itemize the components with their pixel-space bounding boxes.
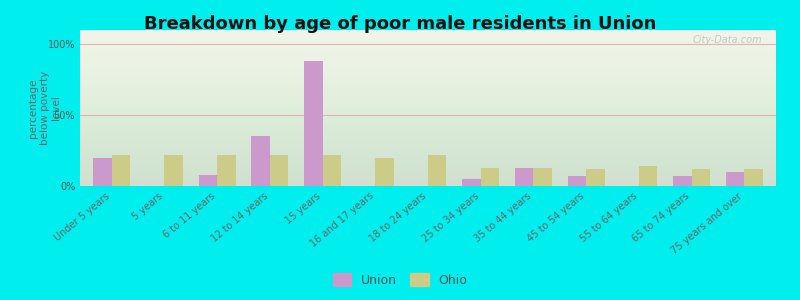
Bar [270, 155, 288, 186]
Bar [112, 155, 130, 186]
Bar [568, 176, 586, 186]
Bar [251, 136, 270, 186]
Bar [534, 168, 552, 186]
Bar [322, 155, 341, 186]
Bar [304, 61, 322, 186]
Legend: Union, Ohio: Union, Ohio [329, 270, 471, 291]
Bar [639, 166, 658, 186]
Bar [515, 168, 534, 186]
Text: Breakdown by age of poor male residents in Union: Breakdown by age of poor male residents … [144, 15, 656, 33]
Bar [481, 168, 499, 186]
Text: City-Data.com: City-Data.com [693, 35, 762, 45]
Bar [93, 158, 112, 186]
Bar [462, 179, 481, 186]
Bar [744, 169, 763, 186]
Y-axis label: percentage
below poverty
level: percentage below poverty level [28, 71, 62, 145]
Bar [375, 158, 394, 186]
Bar [164, 155, 183, 186]
Bar [198, 175, 217, 186]
Bar [217, 155, 235, 186]
Bar [726, 172, 744, 186]
Bar [673, 176, 692, 186]
Bar [692, 169, 710, 186]
Bar [586, 169, 605, 186]
Bar [428, 155, 446, 186]
